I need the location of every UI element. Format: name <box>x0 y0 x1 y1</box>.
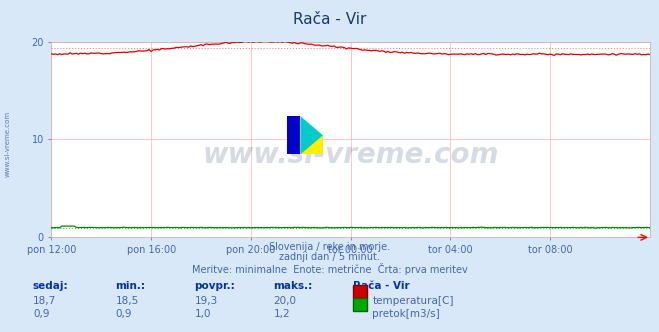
Text: zadnji dan / 5 minut.: zadnji dan / 5 minut. <box>279 252 380 262</box>
Text: www.si-vreme.com: www.si-vreme.com <box>5 111 11 178</box>
Text: sedaj:: sedaj: <box>33 281 69 290</box>
Text: Meritve: minimalne  Enote: metrične  Črta: prva meritev: Meritve: minimalne Enote: metrične Črta:… <box>192 263 467 275</box>
Text: 18,5: 18,5 <box>115 296 138 306</box>
Polygon shape <box>301 135 323 154</box>
Text: Slovenija / reke in morje.: Slovenija / reke in morje. <box>269 242 390 252</box>
Text: pretok[m3/s]: pretok[m3/s] <box>372 309 440 319</box>
Polygon shape <box>301 116 323 154</box>
Text: 0,9: 0,9 <box>115 309 132 319</box>
Text: 19,3: 19,3 <box>194 296 217 306</box>
Text: maks.:: maks.: <box>273 281 313 290</box>
Text: 20,0: 20,0 <box>273 296 297 306</box>
Text: Rača - Vir: Rača - Vir <box>293 12 366 27</box>
Text: temperatura[C]: temperatura[C] <box>372 296 454 306</box>
Polygon shape <box>287 116 301 154</box>
Text: 1,2: 1,2 <box>273 309 290 319</box>
Text: www.si-vreme.com: www.si-vreme.com <box>202 141 499 169</box>
Text: Rača - Vir: Rača - Vir <box>353 281 409 290</box>
Text: povpr.:: povpr.: <box>194 281 235 290</box>
Text: min.:: min.: <box>115 281 146 290</box>
Text: 1,0: 1,0 <box>194 309 211 319</box>
Text: 0,9: 0,9 <box>33 309 49 319</box>
Text: 18,7: 18,7 <box>33 296 56 306</box>
